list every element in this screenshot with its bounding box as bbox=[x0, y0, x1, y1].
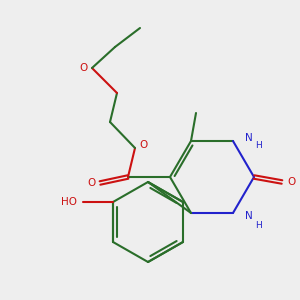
Text: H: H bbox=[256, 220, 262, 230]
Text: O: O bbox=[288, 177, 296, 187]
Text: O: O bbox=[79, 63, 87, 73]
Text: H: H bbox=[256, 142, 262, 151]
Text: O: O bbox=[139, 140, 147, 150]
Text: N: N bbox=[245, 211, 253, 221]
Text: HO: HO bbox=[61, 197, 77, 207]
Text: N: N bbox=[245, 133, 253, 143]
Text: O: O bbox=[87, 178, 95, 188]
